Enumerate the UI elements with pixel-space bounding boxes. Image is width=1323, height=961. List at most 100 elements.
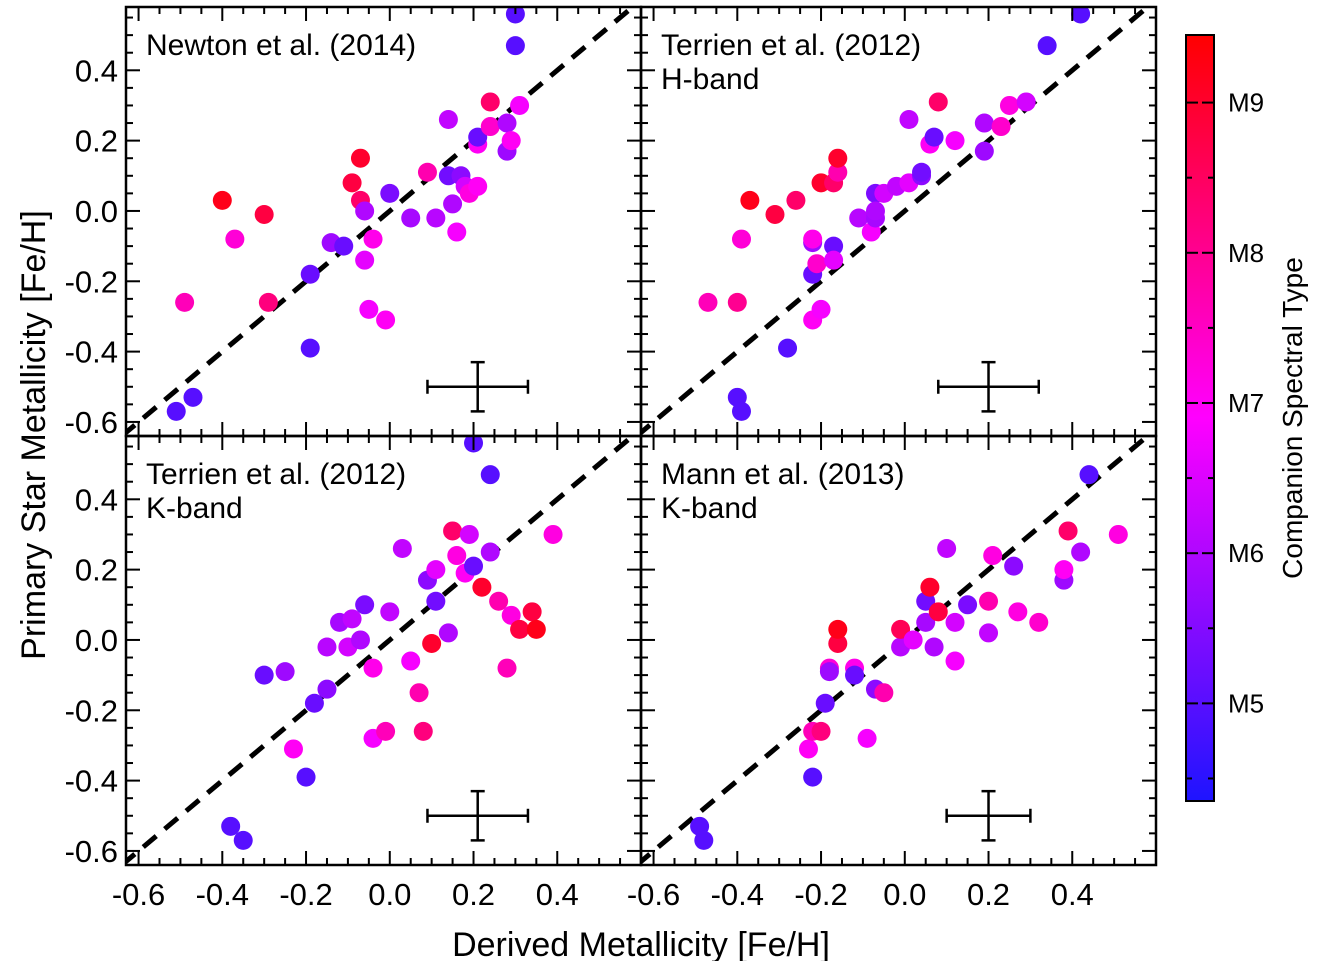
colorbar-tick-label: M6	[1228, 538, 1264, 568]
data-point	[480, 117, 500, 137]
data-point	[1108, 524, 1128, 544]
data-point	[497, 658, 517, 678]
data-point	[928, 92, 948, 112]
data-point	[480, 542, 500, 562]
x-tick-label: -0.2	[794, 877, 847, 912]
data-point	[798, 739, 818, 759]
data-point	[974, 113, 994, 133]
data-point	[924, 127, 944, 147]
data-point	[300, 264, 320, 284]
data-point	[912, 162, 932, 182]
data-point	[355, 201, 375, 221]
data-point	[1058, 521, 1078, 541]
x-tick-label: -0.4	[711, 877, 764, 912]
data-point	[233, 830, 253, 850]
data-point	[489, 591, 509, 611]
data-point	[342, 609, 362, 629]
colorbar: M5 M6 M7 M8 M9 Companion Spectral Type	[1185, 34, 1308, 802]
data-point	[183, 387, 203, 407]
data-point	[258, 292, 278, 312]
data-point	[807, 254, 827, 274]
colorbar-tick-label: M5	[1228, 688, 1264, 718]
y-axis-label: Primary Star Metallicity [Fe/H]	[15, 210, 53, 660]
y-tick-label: 0.0	[75, 623, 118, 658]
y-tick-label: 0.2	[75, 124, 118, 159]
colorbar-ticks: M5 M6 M7 M8 M9	[1186, 88, 1264, 780]
panel-title: Terrien et al. (2012)	[661, 29, 921, 62]
x-tick-label: -0.2	[279, 877, 332, 912]
y-tick-label: 0.2	[75, 553, 118, 588]
data-point	[778, 338, 798, 358]
data-point	[380, 183, 400, 203]
panel-ticks	[126, 7, 642, 436]
x-tick-label: 0.4	[1051, 877, 1094, 912]
panel-frame	[124, 5, 643, 438]
data-point	[480, 92, 500, 112]
y-tick-label: -0.6	[65, 834, 118, 869]
x-tick-label: -0.4	[196, 877, 249, 912]
data-point	[1016, 92, 1036, 112]
data-point	[334, 236, 354, 256]
y-tick-label: -0.2	[65, 693, 118, 728]
data-point	[845, 665, 865, 685]
panel-subtitle: K-band	[146, 492, 243, 525]
data-point	[300, 338, 320, 358]
data-point	[526, 619, 546, 639]
data-point	[1008, 602, 1028, 622]
data-point	[350, 148, 370, 168]
data-point	[1029, 612, 1049, 632]
panel-plot-area	[126, 7, 637, 436]
data-point	[698, 292, 718, 312]
data-point	[501, 131, 521, 151]
data-point	[828, 162, 848, 182]
data-point	[857, 728, 877, 748]
data-point	[376, 310, 396, 330]
data-point	[1079, 465, 1099, 485]
data-point	[401, 208, 421, 228]
data-point	[849, 208, 869, 228]
data-point	[824, 250, 844, 270]
data-point	[380, 602, 400, 622]
panel-plot-area	[641, 7, 1152, 436]
y-tick-label: -0.4	[65, 764, 118, 799]
y-tick-label: -0.2	[65, 264, 118, 299]
data-point	[409, 683, 429, 703]
data-point	[447, 222, 467, 242]
panels-layer: Newton et al. (2014) Terrien et al. (2012…	[124, 5, 1158, 867]
panel-plot-area	[641, 436, 1152, 865]
colorbar-tick-label: M9	[1228, 88, 1264, 118]
x-tick-label: 0.0	[883, 877, 926, 912]
data-point	[443, 521, 463, 541]
data-point	[1054, 560, 1074, 580]
data-point	[283, 739, 303, 759]
data-point	[317, 637, 337, 657]
error-bar	[426, 360, 530, 413]
data-point	[342, 173, 362, 193]
data-point	[417, 162, 437, 182]
panel-title: Terrien et al. (2012)	[146, 458, 406, 491]
data-point	[979, 623, 999, 643]
data-point	[355, 250, 375, 270]
y-tick-label: 0.4	[75, 53, 118, 88]
data-point	[212, 190, 232, 210]
data-point	[522, 602, 542, 622]
data-point	[979, 591, 999, 611]
data-point	[815, 693, 835, 713]
data-point	[472, 577, 492, 597]
one-to-one-line	[641, 7, 1152, 436]
data-point	[828, 619, 848, 639]
data-point	[275, 662, 295, 682]
data-point	[924, 637, 944, 657]
data-point	[958, 595, 978, 615]
data-point	[443, 194, 463, 214]
x-axis-label: Derived Metallicity [Fe/H]	[452, 926, 830, 961]
x-tick-label: 0.2	[967, 877, 1010, 912]
data-point	[480, 465, 500, 485]
y-tick-label: -0.4	[65, 335, 118, 370]
data-point	[803, 767, 823, 787]
panel-subtitle: K-band	[661, 492, 758, 525]
data-point	[1071, 542, 1091, 562]
data-point	[438, 110, 458, 130]
data-point	[413, 721, 433, 741]
